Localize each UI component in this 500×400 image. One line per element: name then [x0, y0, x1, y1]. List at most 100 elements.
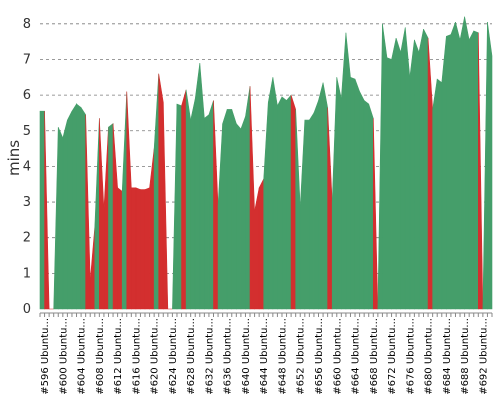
area-segment-636: [222, 109, 228, 310]
area-segment-659: [327, 107, 333, 310]
area-segment-622: [158, 73, 164, 310]
area-segment-609: [99, 118, 105, 310]
area-segment-597: [44, 111, 50, 310]
area-segment-611: [108, 123, 114, 310]
area-segment-654: [304, 119, 310, 310]
area-segment-639: [236, 122, 242, 310]
area-segment-677: [409, 39, 415, 310]
area-segment-641: [245, 86, 251, 310]
area-segment-606: [85, 114, 91, 310]
area-segment-630: [194, 62, 201, 310]
area-segment-680: [423, 29, 429, 310]
area-segment-676: [404, 27, 411, 310]
x-tick-label: #656 Ubuntu...: [314, 318, 325, 395]
area-segment-669: [372, 118, 379, 310]
area-segment-604: [76, 103, 82, 310]
area-segment-693: [482, 22, 488, 310]
x-tick-label: #664 Ubuntu...: [351, 318, 362, 395]
area-segment-671: [382, 23, 388, 310]
area-segment-601: [62, 119, 68, 310]
x-tick-label: #604 Ubuntu...: [77, 318, 88, 395]
area-segment-612: [112, 123, 118, 310]
x-axis-ticks: #596 Ubuntu... #600 Ubuntu... #604 Ubuntu.…: [39, 313, 493, 395]
area-segment-663: [345, 32, 351, 310]
area-segment-662: [341, 32, 347, 310]
area-segment-691: [473, 30, 479, 310]
area-segment-653: [299, 120, 306, 310]
x-tick-label: #688 Ubuntu...: [460, 318, 471, 395]
area-segment-682: [432, 79, 438, 310]
area-segment-618: [140, 189, 146, 310]
area-segment-605: [80, 106, 86, 310]
area-segment-596: [39, 110, 45, 310]
area-segment-614: [121, 91, 128, 310]
area-segment-643: [254, 187, 260, 310]
x-tick-label: #636 Ubuntu...: [223, 318, 234, 395]
x-tick-label: #596 Ubuntu...: [40, 318, 51, 395]
area-segment-633: [208, 100, 214, 310]
area-segment-603: [71, 103, 77, 310]
area-segment-635: [217, 123, 223, 310]
area-segment-615: [126, 91, 132, 310]
area-segment-623: [162, 102, 169, 310]
x-tick-label: #628 Ubuntu...: [186, 318, 197, 395]
area-segment-656: [313, 100, 319, 310]
area-segment-616: [131, 187, 137, 310]
area-segment-625: [172, 104, 178, 310]
area-segment-640: [240, 116, 246, 310]
area-segment-683: [436, 78, 443, 310]
y-axis-ticks: 0 1 2 3 4 5 6 7 8: [23, 17, 31, 317]
y-tick-label-6: 6: [23, 88, 31, 103]
x-tick-label: #680 Ubuntu...: [424, 318, 435, 395]
x-tick-label: #672 Ubuntu...: [387, 318, 398, 395]
x-tick-label: #624 Ubuntu...: [168, 318, 179, 395]
area-segment-648: [277, 96, 283, 310]
area-segment-668: [368, 103, 374, 310]
area-segment-646: [267, 77, 274, 310]
x-tick-label: #632 Ubuntu...: [204, 318, 215, 395]
area-segment-686: [450, 21, 456, 310]
x-tick-label: #660 Ubuntu...: [332, 318, 343, 395]
area-segment-675: [400, 27, 406, 310]
x-tick-label: #616 Ubuntu...: [131, 318, 142, 395]
area-segment-649: [281, 96, 287, 310]
area-segment-620: [149, 148, 155, 310]
y-tick-label-4: 4: [23, 159, 31, 174]
area-segment-638: [231, 109, 237, 310]
y-tick-label-1: 1: [23, 266, 31, 281]
area-segment-619: [144, 187, 150, 310]
area-segment-666: [359, 91, 365, 310]
area-segment-658: [322, 82, 328, 310]
area-segment-688: [459, 16, 465, 310]
x-tick-label: #644 Ubuntu...: [259, 318, 270, 395]
x-tick-label: #608 Ubuntu...: [95, 318, 106, 395]
x-tick-label: #684 Ubuntu...: [442, 318, 453, 395]
area-segment-642: [249, 86, 255, 310]
area-segment-651: [290, 95, 296, 310]
area-segment-664: [350, 76, 356, 310]
area-segment-672: [386, 57, 392, 310]
x-tick-label: #620 Ubuntu...: [150, 318, 161, 395]
area-segment-661: [336, 77, 342, 310]
x-tick-label: #640 Ubuntu...: [241, 318, 252, 395]
area-segment-652: [295, 109, 301, 310]
area-segment-608: [94, 118, 100, 310]
area-segment-690: [468, 30, 475, 310]
area-segment-602: [67, 111, 73, 310]
area-segment-631: [199, 63, 205, 310]
area-segment-629: [190, 98, 196, 310]
area-segment-632: [204, 114, 210, 310]
x-tick-label: #668 Ubuntu...: [369, 318, 380, 395]
area-segment-679: [418, 29, 424, 310]
area-segment-647: [272, 77, 278, 310]
y-axis-label: mins: [5, 140, 23, 176]
y-tick-label-5: 5: [23, 124, 31, 139]
area-segment-607: [89, 226, 96, 310]
area-segment-599: [53, 127, 59, 310]
area-segment-644: [258, 178, 265, 310]
area-segment-610: [103, 127, 109, 310]
area-segment-655: [309, 111, 315, 310]
area-segment-665: [354, 78, 360, 310]
area-segment-685: [446, 34, 452, 310]
